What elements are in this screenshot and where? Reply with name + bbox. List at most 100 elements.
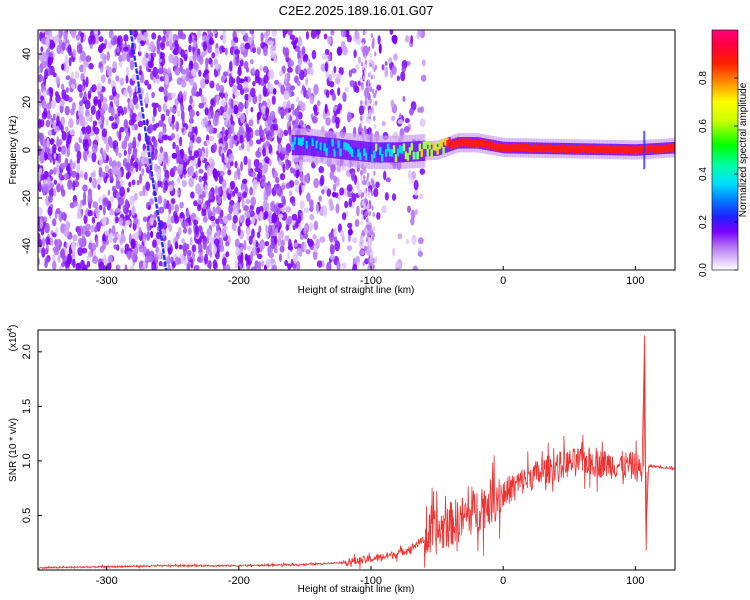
- spectrogram-noise-cell: [208, 156, 213, 165]
- spectrogram-noise-cell: [120, 179, 125, 187]
- spectrogram-noise-cell: [393, 53, 398, 61]
- spectrogram-noise-cell: [71, 101, 76, 111]
- spectrogram-noise-cell: [194, 49, 198, 58]
- spectrogram-noise-cell: [255, 139, 262, 145]
- spectrogram-signal-halo: [332, 138, 336, 159]
- spectrogram-noise-cell: [356, 205, 360, 217]
- spectrogram-noise-cell: [79, 90, 83, 99]
- spectrogram-noise-cell: [53, 125, 60, 133]
- spectrogram-noise-cell: [366, 232, 370, 238]
- spectrogram-noise-cell: [171, 152, 178, 159]
- spectrogram-noise-cell: [256, 253, 263, 260]
- spectrogram-signal-cell: [489, 140, 493, 149]
- spectrogram-noise-cell: [288, 190, 293, 197]
- spectrogram-noise-cell: [361, 214, 364, 220]
- spectrogram-noise-cell: [252, 80, 256, 87]
- spectrogram-noise-cell: [187, 216, 192, 226]
- spectrogram-signal-cell: [624, 146, 628, 155]
- spectrogram-noise-cell: [301, 46, 306, 56]
- spectrogram-signal-halo: [383, 142, 386, 163]
- spectrogram-signal-cell: [410, 142, 414, 151]
- colorbar-tick-label: 0.6: [698, 119, 709, 133]
- spectrogram-noise-cell: [70, 162, 76, 170]
- spectrogram-noise-cell: [111, 67, 117, 74]
- spectrogram-noise-cell: [287, 252, 291, 261]
- spectrogram-noise-cell: [89, 114, 93, 123]
- spectrogram-noise-cell: [402, 95, 406, 102]
- spectrogram-noise-cell: [106, 51, 110, 62]
- spectrogram-signal-cell: [305, 140, 309, 149]
- spectrogram-noise-cell: [71, 250, 76, 259]
- spectrogram-noise-cell: [215, 206, 222, 215]
- spectrogram-noise-cell: [61, 188, 66, 197]
- colorbar: 0.0 0.2 0.4 0.6 0.8 Normalized spectral ampl…: [698, 29, 749, 277]
- spectrogram-noise-cell: [66, 147, 70, 158]
- spectrogram-noise-cell: [42, 237, 46, 248]
- spectrogram-noise-cell: [101, 58, 107, 65]
- spectrogram-noise-cell: [209, 215, 216, 222]
- spectrogram-signal-cell: [452, 141, 455, 149]
- spectrogram-noise-cell: [128, 181, 132, 188]
- spectrogram-noise-cell: [165, 40, 170, 47]
- spectrogram-noise-cell: [188, 34, 193, 44]
- spectrogram-noise-cell: [205, 57, 209, 67]
- spectrogram-noise-cell: [269, 110, 276, 121]
- spectrogram-noise-cell: [363, 75, 366, 81]
- spectrogram-noise-cell: [178, 226, 182, 236]
- spectrogram-noise-cell: [170, 198, 176, 205]
- spectrogram-noise-cell: [114, 113, 118, 120]
- spectrogram-noise-cell: [233, 104, 238, 115]
- snr-y-multiplier-close: ): [8, 325, 19, 328]
- spectrogram-noise-cell: [363, 125, 367, 131]
- spectrogram-noise-cell: [359, 123, 362, 129]
- spectrogram-noise-cell: [167, 245, 172, 256]
- spectrogram-noise-cell: [98, 99, 102, 110]
- colorbar-tick-label: 0.2: [698, 215, 709, 229]
- spectrogram-noise-cell: [206, 126, 210, 132]
- spectrogram-noise-cell: [344, 87, 349, 93]
- spectrogram-noise-cell: [305, 77, 309, 86]
- spectrogram-noise-cell: [203, 49, 208, 55]
- spectrogram-signal-cell: [386, 143, 390, 152]
- spectrogram-signal-cell: [416, 151, 420, 160]
- spectrogram-noise-cell: [52, 72, 57, 78]
- spectrogram-noise-cell: [318, 195, 322, 202]
- spectrogram-noise-cell: [172, 56, 178, 67]
- spectrogram-noise-cell: [240, 30, 246, 36]
- spectrogram-noise-cell: [45, 247, 49, 255]
- spectrogram-noise-cell: [170, 92, 176, 99]
- spectrogram-noise-cell: [239, 134, 244, 144]
- spectrogram-signal-cell: [656, 144, 659, 153]
- spectrogram-noise-cell: [281, 195, 286, 205]
- spectrogram-signal-halo: [440, 142, 444, 155]
- spectrogram-noise-cell: [371, 205, 374, 211]
- spectrogram-noise-cell: [346, 34, 352, 43]
- spectrogram-noise-cell: [198, 102, 204, 109]
- spectrogram-noise-cell: [237, 64, 242, 76]
- spectrogram-noise-cell: [41, 111, 48, 120]
- spectrogram-noise-cell: [270, 201, 274, 209]
- spectrogram-noise-cell: [38, 238, 43, 247]
- spectrogram-noise-cell: [118, 152, 122, 158]
- spectrogram-noise-cell: [372, 212, 375, 218]
- spectrogram-noise-cell: [258, 162, 264, 170]
- spectrogram-noise-cell: [188, 155, 192, 162]
- spectrogram-noise-cell: [242, 178, 248, 184]
- spectrogram-noise-cell: [48, 195, 53, 203]
- spectrogram-noise-cell: [186, 249, 192, 257]
- spectrogram-noise-cell: [381, 120, 386, 127]
- spectrogram-signal-cell: [517, 144, 521, 152]
- spectrogram-noise-cell: [248, 208, 254, 216]
- spectrogram-noise-cell: [414, 208, 418, 215]
- spectrogram-signal-cell: [404, 151, 408, 160]
- snr-y-label: SNR (10 * v/v): [8, 418, 19, 482]
- spectrogram-signal-cell: [491, 142, 495, 150]
- spectrogram-noise-cell: [41, 173, 45, 181]
- spectrogram-noise-cell: [231, 190, 236, 197]
- spectrogram-noise-cell: [285, 158, 289, 167]
- spectrogram-noise-cell: [163, 156, 169, 165]
- spectrogram-signal-cell: [365, 152, 368, 161]
- spectrogram-noise-cell: [131, 74, 137, 81]
- spectrogram-noise-cell: [187, 261, 191, 270]
- spectrogram-noise-cell: [236, 75, 241, 85]
